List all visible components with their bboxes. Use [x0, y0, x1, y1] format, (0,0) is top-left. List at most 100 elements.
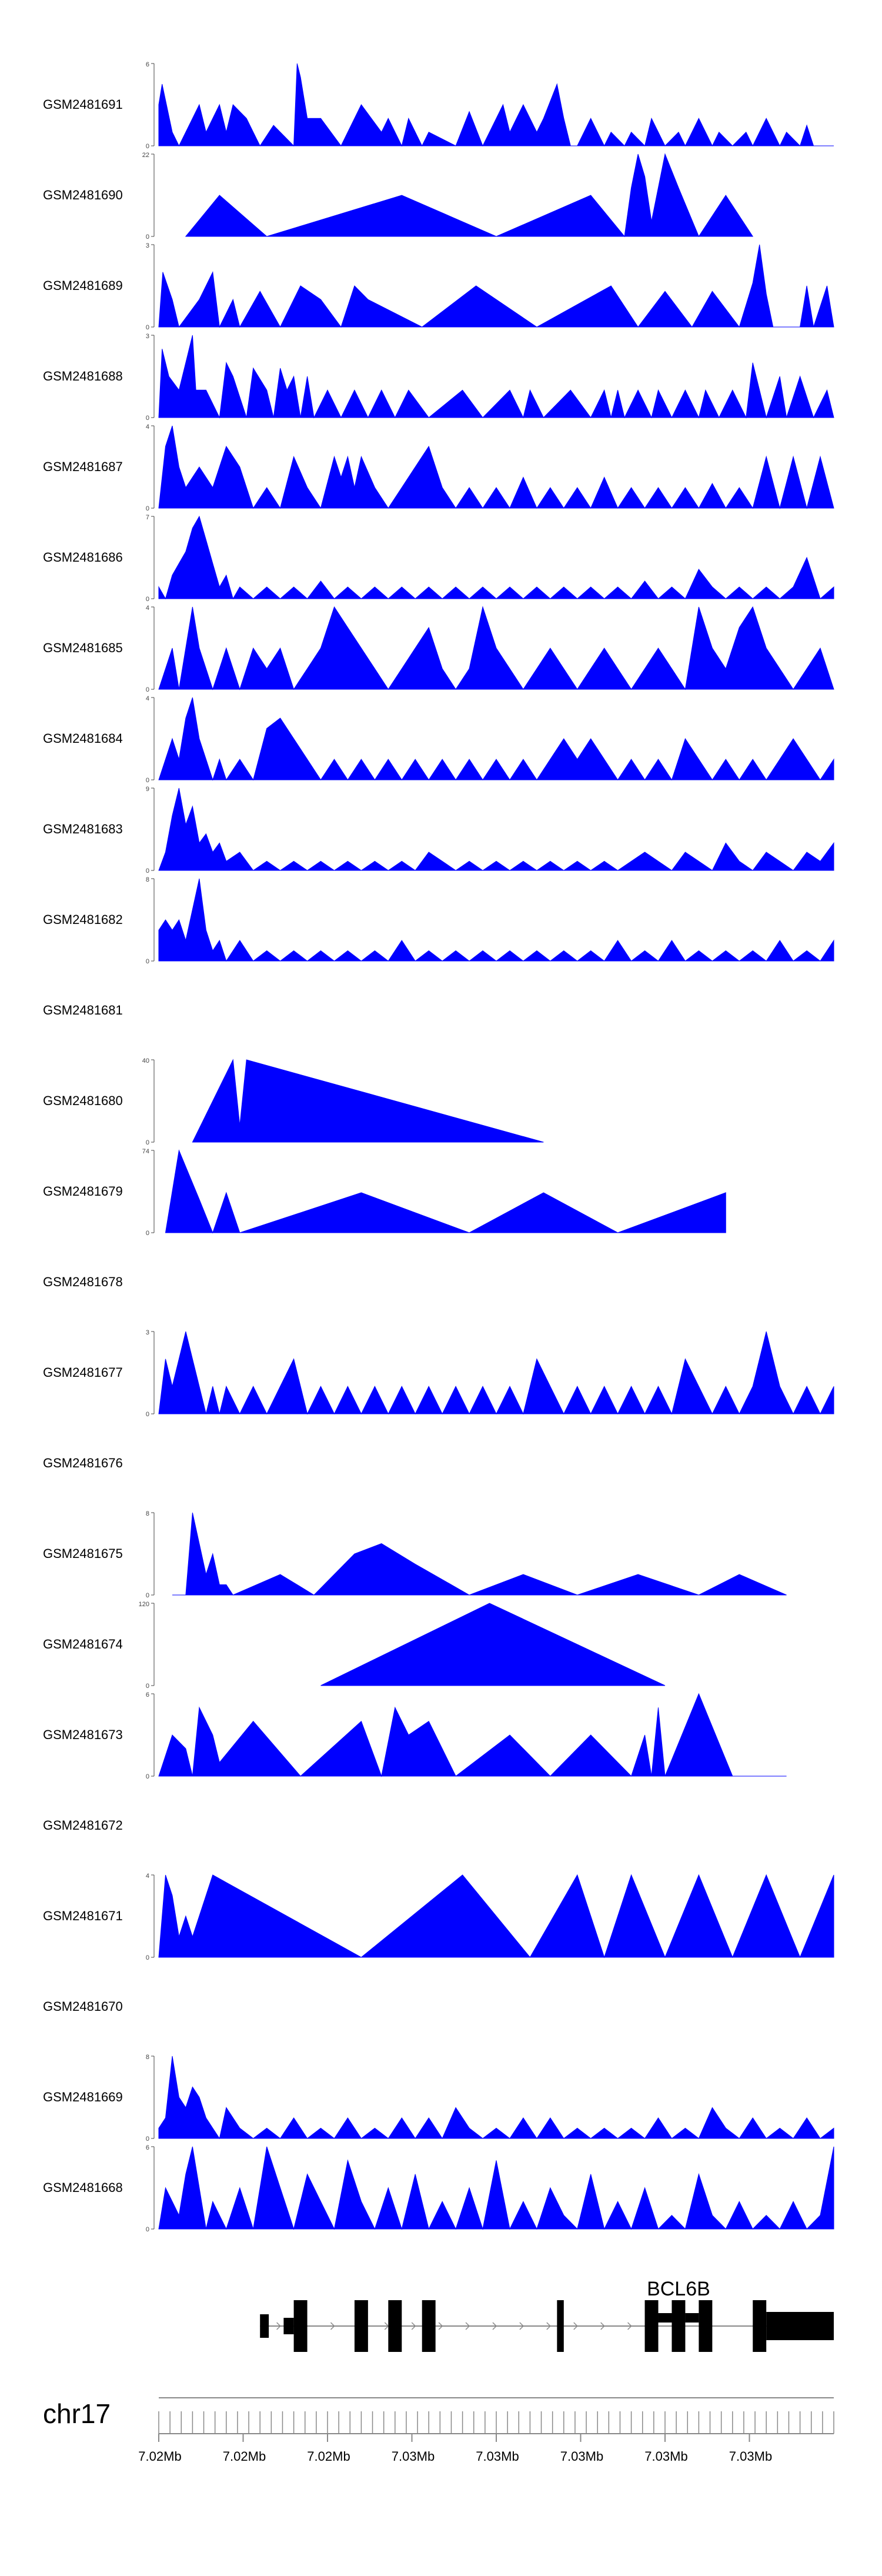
y-tick-label-max: 6 — [146, 61, 149, 68]
y-tick-label-min: 0 — [146, 958, 149, 965]
ruler-tick-label: 7.02Mb — [223, 2449, 266, 2464]
track-label: GSM2481669 — [43, 2090, 123, 2104]
track-label: GSM2481683 — [43, 822, 123, 836]
track-label: GSM2481676 — [43, 1456, 123, 1470]
y-tick-label-min: 0 — [146, 1592, 149, 1599]
track-label: GSM2481674 — [43, 1637, 123, 1651]
gene-exon — [685, 2313, 699, 2323]
y-tick-label-min: 0 — [146, 686, 149, 693]
strand-arrow — [438, 2322, 443, 2330]
y-tick-label-max: 120 — [139, 1601, 149, 1608]
strand-arrow — [546, 2322, 551, 2330]
track-label: GSM2481690 — [43, 188, 123, 202]
coverage-area — [158, 244, 834, 328]
ruler-tick-label: 7.03Mb — [392, 2449, 435, 2464]
gene-exon — [644, 2300, 659, 2352]
y-tick-label-max: 22 — [142, 152, 149, 159]
coverage-area — [158, 697, 834, 781]
track-label: GSM2481684 — [43, 731, 123, 746]
y-tick-label-max: 8 — [146, 2054, 149, 2061]
coverage-area — [165, 1149, 726, 1234]
y-tick-label-min: 0 — [146, 324, 149, 331]
coverage-area — [185, 153, 754, 238]
coverage-area — [158, 2056, 834, 2140]
gene-label: BCL6B — [647, 2278, 710, 2300]
ruler-tick-label: 7.02Mb — [307, 2449, 350, 2464]
gene-exon — [283, 2318, 294, 2334]
strand-arrow — [600, 2322, 605, 2330]
coverage-area — [158, 515, 834, 600]
track-label: GSM2481672 — [43, 1818, 123, 1833]
track-label: GSM2481678 — [43, 1274, 123, 1289]
y-tick-label-max: 8 — [146, 1510, 149, 1517]
y-tick-label-max: 6 — [146, 1691, 149, 1699]
track-label: GSM2481685 — [43, 640, 123, 655]
coverage-area — [158, 878, 834, 962]
y-tick-label-max: 4 — [146, 605, 149, 612]
y-tick-label-max: 3 — [146, 1329, 149, 1336]
track-label: GSM2481673 — [43, 1727, 123, 1742]
coverage-area — [158, 2146, 834, 2230]
y-tick-label-min: 0 — [146, 1139, 149, 1146]
y-tick-label-min: 0 — [146, 1230, 149, 1237]
y-tick-label-max: 4 — [146, 423, 149, 431]
y-tick-label-max: 4 — [146, 1873, 149, 1880]
gene-exon — [422, 2300, 436, 2352]
gene-exon — [354, 2300, 368, 2352]
track-label: GSM2481688 — [43, 369, 123, 383]
coverage-area — [158, 335, 834, 419]
coverage-area — [158, 1331, 834, 1415]
gene-exon — [699, 2300, 713, 2352]
track-label: GSM2481680 — [43, 1093, 123, 1108]
gene-exon — [557, 2300, 564, 2352]
ruler-tick-label: 7.03Mb — [729, 2449, 772, 2464]
strand-arrow — [492, 2322, 497, 2330]
ruler-tick-label: 7.02Mb — [138, 2449, 181, 2464]
y-tick-label-min: 0 — [146, 1773, 149, 1780]
y-tick-label-min: 0 — [146, 415, 149, 422]
coverage-area — [158, 788, 834, 871]
y-tick-label-min: 0 — [146, 1411, 149, 1418]
strand-arrow — [330, 2322, 335, 2330]
strand-arrow — [411, 2322, 416, 2330]
y-tick-label-min: 0 — [146, 596, 149, 603]
coverage-area — [320, 1603, 666, 1686]
strand-arrow — [627, 2322, 632, 2330]
coverage-area — [158, 606, 834, 690]
coverage-area — [158, 1693, 787, 1777]
y-tick-label-min: 0 — [146, 2135, 149, 2143]
track-label: GSM2481689 — [43, 278, 123, 293]
track-label: GSM2481687 — [43, 459, 123, 474]
y-tick-label-min: 0 — [146, 143, 149, 150]
gene-exon — [658, 2313, 672, 2323]
track-label: GSM2481668 — [43, 2180, 123, 2195]
y-tick-label-max: 9 — [146, 786, 149, 793]
coverage-area — [192, 1059, 544, 1143]
gene-exon — [260, 2314, 269, 2338]
strand-arrow — [573, 2322, 578, 2330]
y-tick-label-max: 40 — [142, 1057, 149, 1065]
ruler-tick-label: 7.03Mb — [560, 2449, 603, 2464]
ruler-tick-label: 7.03Mb — [476, 2449, 519, 2464]
gene-exon — [293, 2300, 308, 2352]
y-tick-label-min: 0 — [146, 1683, 149, 1690]
y-tick-label-max: 3 — [146, 333, 149, 340]
gene-exon — [766, 2312, 834, 2340]
track-label: GSM2481675 — [43, 1546, 123, 1561]
y-tick-label-min: 0 — [146, 867, 149, 875]
track-label: GSM2481677 — [43, 1365, 123, 1380]
gene-exon — [753, 2300, 767, 2352]
y-tick-label-max: 3 — [146, 242, 149, 249]
coverage-area — [158, 1874, 834, 1958]
chromosome-label: chr17 — [43, 2398, 111, 2429]
coverage-area — [158, 425, 834, 509]
y-tick-label-max: 7 — [146, 514, 149, 521]
ruler-tick-label: 7.03Mb — [644, 2449, 687, 2464]
strand-arrow — [465, 2322, 470, 2330]
y-tick-label-min: 0 — [146, 2226, 149, 2233]
y-tick-label-max: 8 — [146, 876, 149, 883]
gene-exon — [388, 2300, 402, 2352]
track-label: GSM2481671 — [43, 1908, 123, 1923]
track-label: GSM2481681 — [43, 1003, 123, 1017]
